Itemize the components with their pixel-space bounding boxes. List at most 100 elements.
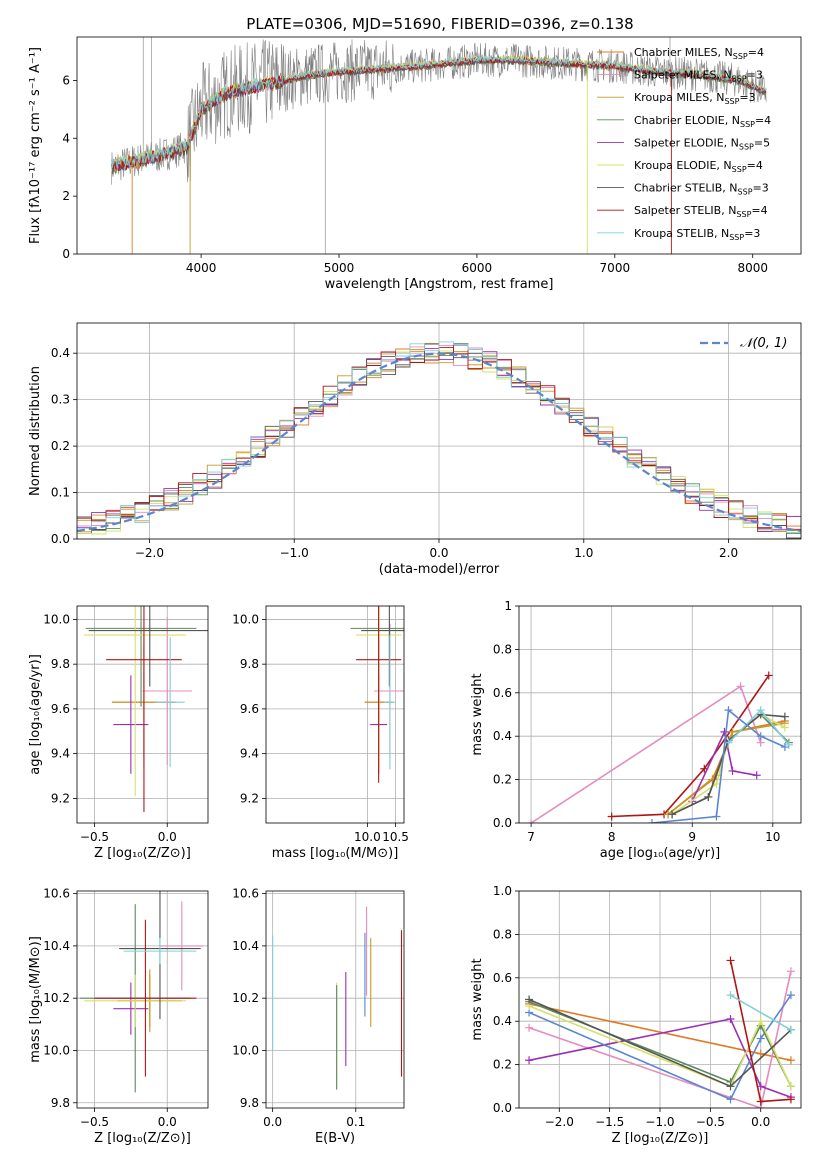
legend-value: =5 xyxy=(754,136,770,149)
y-tick-label: 0.4 xyxy=(51,346,70,360)
weight-line xyxy=(671,713,785,816)
y-axis-label: age [log₁₀(age/yr)] xyxy=(28,654,43,775)
legend-name: Kroupa STELIB, N xyxy=(634,227,729,240)
y-tick-label: 9.4 xyxy=(51,747,70,761)
y-tick-label: 10.0 xyxy=(43,612,70,626)
axes-frame xyxy=(76,890,209,1109)
y-axis-label: Normed distribution xyxy=(28,366,43,496)
legend-name: Chabrier MILES, N xyxy=(634,46,733,59)
axes-frame xyxy=(265,605,405,824)
weight-point xyxy=(784,740,793,749)
legend-name: Salpeter STELIB, N xyxy=(634,204,736,217)
x-tick-label: 7000 xyxy=(600,261,631,275)
weight-point xyxy=(728,727,737,736)
legend-label: Chabrier ELODIE, NSSP=4 xyxy=(634,114,771,129)
plot-area xyxy=(519,606,801,823)
legend-label: Chabrier MILES, NSSP=4 xyxy=(634,46,764,61)
figure-title: PLATE=0306, MJD=51690, FIBERID=0396, z=0… xyxy=(246,15,633,33)
x-tick-label: 2.0 xyxy=(719,546,738,560)
weight-point xyxy=(736,682,745,691)
x-axis-label: (data-model)/error xyxy=(379,562,500,577)
legend-name: Salpeter ELODIE, N xyxy=(634,136,739,149)
panel-weight-vs-age: 7 8 9 10 0.0 0.2 0.4 0.6 0.8 1 age [log₁₀(age/yr)]… xyxy=(470,599,802,861)
weight-point xyxy=(786,967,795,976)
panel-mass-vs-Z: −0.5 0.0 9.8 10.0 10.2 10.4 10.6 Z [log₁₀(Z/Z⊙)… xyxy=(28,887,209,1146)
y-tick-label: 0 xyxy=(62,247,70,261)
legend-value: =3 xyxy=(747,69,763,82)
y-tick-label: 0.4 xyxy=(493,729,512,743)
legend-label: Salpeter MILES, NSSP=3 xyxy=(634,69,763,84)
weight-point xyxy=(756,1034,765,1043)
y-tick-label: 0.3 xyxy=(51,393,70,407)
weight-point xyxy=(668,810,677,819)
y-tick-label: 1 xyxy=(504,599,512,613)
y-tick-label: 0.8 xyxy=(493,642,512,656)
legend-sub: SSP xyxy=(732,165,747,174)
plot-area xyxy=(77,606,208,823)
legend-label: 𝒩(0, 1) xyxy=(740,336,787,351)
y-axis-label: Flux [fλ10⁻¹⁷ erg cm⁻² s⁻¹ A⁻¹] xyxy=(28,47,43,244)
plot-area xyxy=(266,891,404,1108)
x-tick-label: −2.0 xyxy=(135,546,164,560)
y-tick-label: 0.2 xyxy=(493,773,512,787)
weight-point xyxy=(780,723,789,732)
axes-frame xyxy=(518,890,802,1109)
x-tick-label: 6000 xyxy=(462,261,493,275)
legend-name: Salpeter MILES, N xyxy=(634,69,732,82)
panel-residuals: −2.0 −1.0 0.0 1.0 2.0 0.0 0.1 0.2 0.3 0.4 (data-mo… xyxy=(28,322,802,577)
weight-point xyxy=(726,1015,735,1024)
weight-line xyxy=(528,994,792,1101)
legend-value: =3 xyxy=(753,182,769,195)
observed-spectrum xyxy=(111,39,767,185)
model-salpeter-stelib xyxy=(111,55,767,172)
plot-area xyxy=(77,323,801,539)
y-tick-label: 10.2 xyxy=(43,991,70,1005)
weight-point xyxy=(764,671,773,680)
axes-frame xyxy=(76,605,209,824)
x-axis-label: Z [log₁₀(Z/Z⊙)] xyxy=(94,846,191,861)
panel-age-vs-Z: −0.5 0.0 9.2 9.4 9.6 9.8 10.0 Z [log₁₀(Z/Z⊙)] ag… xyxy=(28,605,209,861)
legend-label: Salpeter ELODIE, NSSP=5 xyxy=(634,136,770,151)
y-tick-label: 10.4 xyxy=(232,939,259,953)
panel-mass-vs-EBV: 0.0 0.1 9.8 10.0 10.2 10.4 10.6 E(B-V) xyxy=(232,887,405,1146)
weight-point xyxy=(756,1049,765,1058)
y-tick-label: 9.2 xyxy=(51,791,70,805)
y-tick-label: 9.6 xyxy=(240,702,259,716)
y-axis-label: mass [log₁₀(M/M⊙)] xyxy=(28,936,43,1063)
y-tick-label: 9.2 xyxy=(240,791,259,805)
model-kroupa-stelib xyxy=(111,54,767,169)
y-tick-label: 10.0 xyxy=(232,1043,259,1057)
legend-sub: SSP xyxy=(729,233,744,242)
weight-line xyxy=(671,713,786,815)
y-axis-label: mass weight xyxy=(470,673,485,755)
plot-area xyxy=(266,606,404,823)
legend-sub: SSP xyxy=(724,97,739,106)
weight-point xyxy=(704,792,713,801)
x-tick-label: 1.0 xyxy=(574,546,593,560)
y-tick-label: 9.8 xyxy=(51,1096,70,1110)
legend-name: Chabrier ELODIE, N xyxy=(634,114,740,127)
weight-point xyxy=(525,1023,534,1032)
plot-area xyxy=(519,891,801,1108)
x-axis-label: Z [log₁₀(Z/Z⊙)] xyxy=(612,1131,709,1146)
y-tick-label: 0.2 xyxy=(493,1058,512,1072)
y-tick-label: 9.6 xyxy=(51,702,70,716)
weight-point xyxy=(780,743,789,752)
x-axis-label: mass [log₁₀(M/M⊙)] xyxy=(272,846,399,861)
x-tick-label: 0.1 xyxy=(346,1115,365,1129)
legend-sub: SSP xyxy=(732,75,747,84)
y-tick-label: 10.6 xyxy=(232,887,259,901)
weight-point xyxy=(756,706,765,715)
axes-frame xyxy=(76,36,802,255)
x-tick-label: −1.5 xyxy=(595,1115,624,1129)
y-tick-label: 9.8 xyxy=(240,657,259,671)
x-tick-label: −2.0 xyxy=(545,1115,574,1129)
weight-line xyxy=(530,685,762,823)
weight-line xyxy=(730,994,792,1031)
x-tick-label: 9 xyxy=(688,830,696,844)
legend-name: Chabrier STELIB, N xyxy=(634,182,738,195)
y-tick-label: 10.0 xyxy=(43,1043,70,1057)
x-tick-label: 10 xyxy=(765,830,780,844)
weight-point xyxy=(527,819,536,823)
